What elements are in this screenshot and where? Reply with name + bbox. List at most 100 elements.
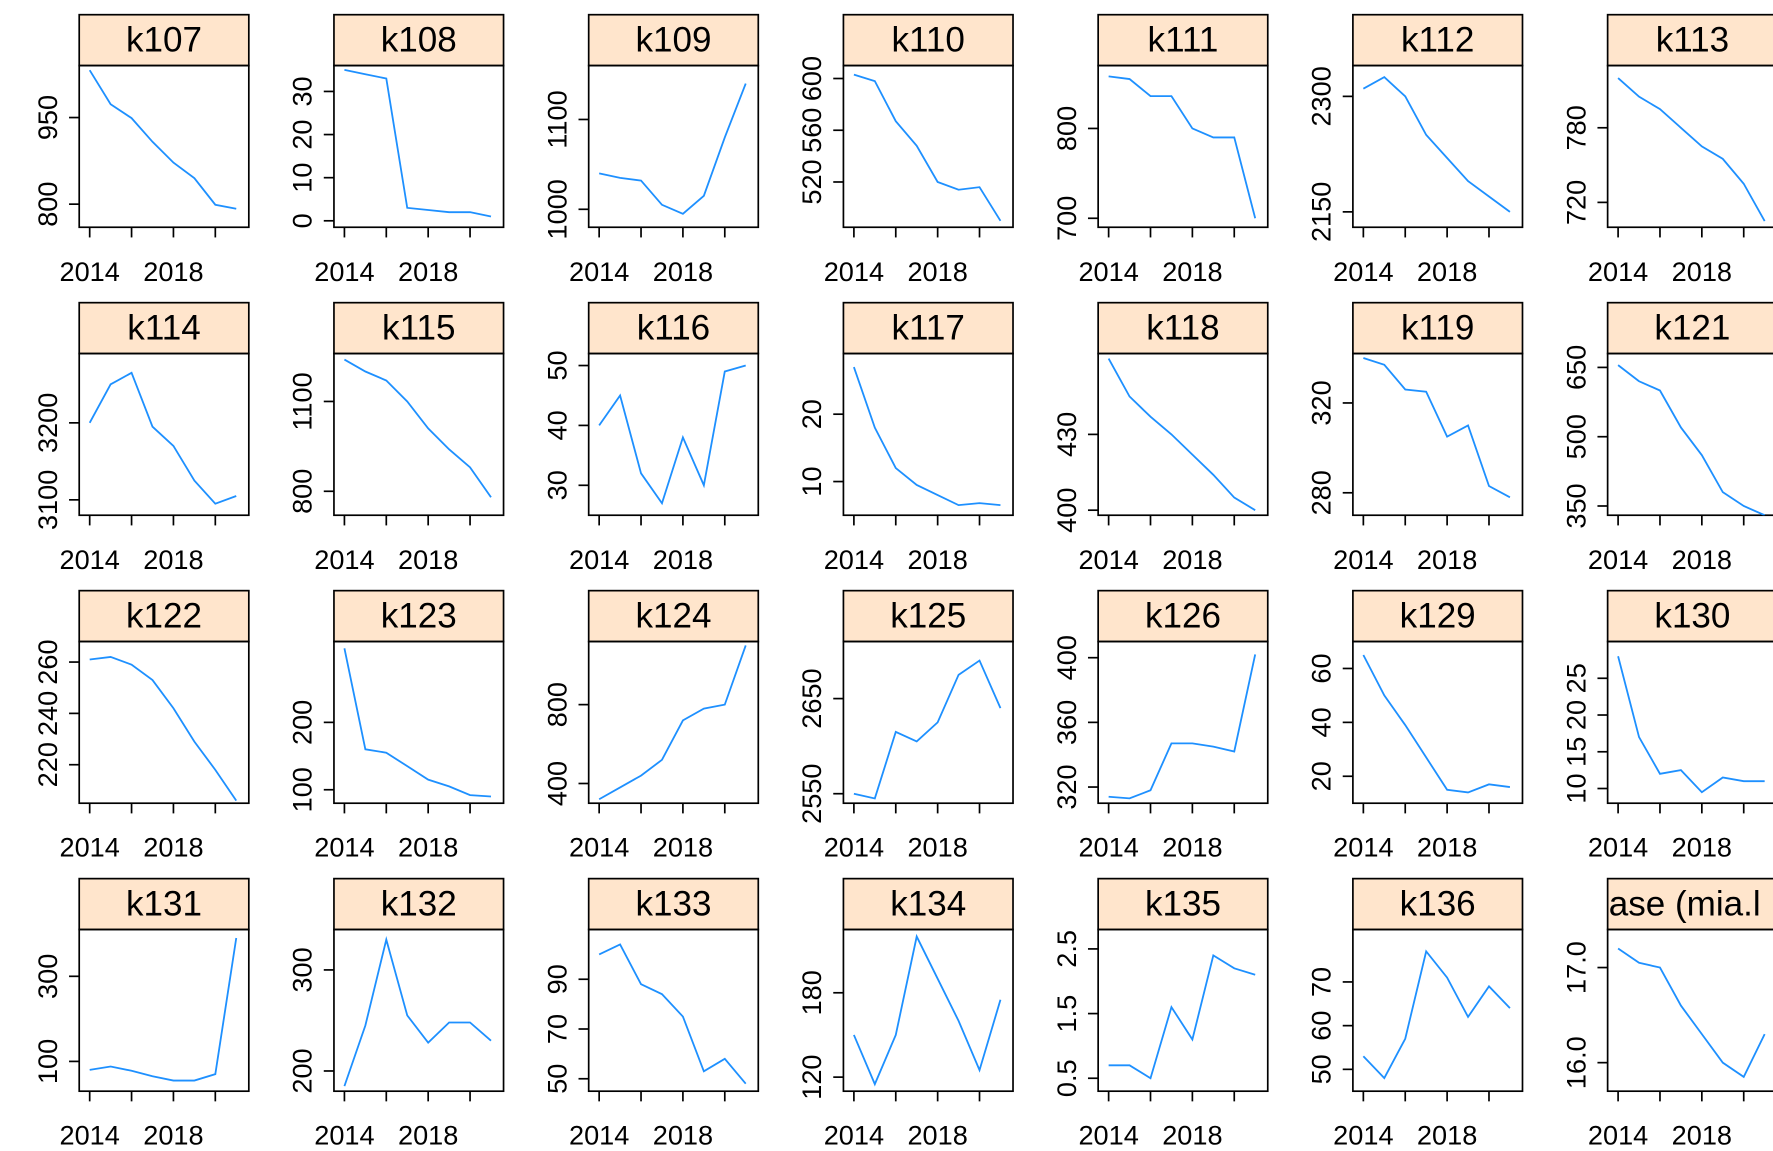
y-tick-label: 320: [1306, 380, 1337, 425]
plot-frame: [1097, 352, 1269, 517]
x-tick-label: 2014: [1333, 832, 1393, 863]
x-tick-label: 2014: [1333, 1120, 1393, 1151]
y-tick-label: 40: [1306, 707, 1337, 737]
panel: k132 200 300 2014 2018: [287, 877, 505, 1151]
strip: [333, 877, 505, 931]
panel: k123 100 200 2014 2018: [287, 589, 505, 863]
data-line: [853, 366, 1001, 507]
y-tick-label: 720: [1560, 180, 1591, 225]
data-line: [1617, 364, 1766, 516]
x-tick-label: 2018: [1672, 544, 1732, 575]
y-tick-label: 400: [1051, 488, 1082, 533]
y-tick-label: 400: [541, 761, 572, 806]
strip: [842, 13, 1014, 67]
strip: [1097, 301, 1269, 355]
y-tick-label: 650: [1560, 345, 1591, 390]
x-tick-label: 2018: [1417, 256, 1477, 287]
x-tick-label: 2014: [1588, 256, 1648, 287]
plot-frame: [587, 352, 760, 517]
strip: [1352, 877, 1524, 931]
panel: k126 320 360 400 2014 2018: [1051, 589, 1269, 863]
panel-title: k119: [1401, 309, 1474, 348]
panel: k111 700 800 2014 2018: [1051, 13, 1269, 287]
x-tick-label: 2014: [60, 832, 120, 863]
panel-title: k132: [381, 885, 457, 924]
strip: [333, 13, 505, 67]
y-tick-label: 2150: [1306, 182, 1337, 242]
plot-frame: [1352, 64, 1524, 229]
x-tick-label: 2014: [1588, 544, 1648, 575]
x-tick-label: 2018: [1417, 1120, 1477, 1151]
strip: [1097, 877, 1269, 931]
x-tick-label: 2014: [1588, 832, 1648, 863]
y-tick-label: 180: [796, 970, 827, 1015]
panel: k124 400 800 2014 2018: [541, 589, 760, 863]
strip: [78, 877, 250, 931]
panel: k113 720 780 2014 2018: [1560, 13, 1773, 287]
panel: k131 100 300 2014 2018: [32, 877, 250, 1151]
x-tick-label: 2014: [1333, 544, 1393, 575]
y-tick-label: 50: [541, 350, 572, 380]
x-tick-label: 2018: [1417, 832, 1477, 863]
y-tick-label: 1.5: [1051, 995, 1082, 1033]
panel: k135 0.5 1.5 2.5 2014 2018: [1051, 877, 1269, 1151]
plot-frame: [1352, 640, 1524, 805]
y-tick-label: 360: [1051, 700, 1082, 745]
x-tick-label: 2018: [907, 1120, 967, 1151]
data-line: [1108, 75, 1257, 219]
x-tick-label: 2018: [653, 544, 713, 575]
y-tick-label: 1000: [541, 179, 572, 239]
data-line: [598, 83, 747, 215]
x-tick-label: 2014: [60, 256, 120, 287]
plot-frame: [1606, 640, 1773, 805]
x-tick-label: 2014: [1333, 256, 1393, 287]
y-tick-label: 950: [32, 95, 63, 140]
y-tick-label: 430: [1051, 412, 1082, 457]
data-line: [1363, 357, 1511, 499]
data-line: [853, 659, 1002, 800]
panel: k110 520 560 600 2014 2018: [796, 13, 1014, 287]
plot-frame: [333, 64, 505, 229]
data-line: [88, 69, 237, 210]
y-tick-label: 3200: [32, 393, 63, 453]
data-line: [343, 936, 492, 1087]
x-tick-label: 2018: [1672, 832, 1732, 863]
y-tick-label: 25: [1560, 663, 1591, 693]
x-tick-label: 2018: [398, 544, 458, 575]
panel-title: k111: [1148, 21, 1219, 60]
y-tick-label: 500: [1560, 414, 1591, 459]
panel-title: k116: [637, 309, 710, 348]
x-tick-label: 2018: [653, 1120, 713, 1151]
panel-title: k115: [382, 309, 455, 348]
data-line: [598, 943, 747, 1085]
strip: [842, 589, 1014, 643]
x-tick-label: 2014: [824, 832, 884, 863]
y-tick-label: 20: [796, 399, 827, 429]
y-tick-label: 800: [287, 469, 318, 514]
panel-title: k133: [635, 885, 711, 924]
y-tick-label: 220: [32, 742, 63, 787]
x-tick-label: 2014: [1588, 1120, 1648, 1151]
panel: k136 50 60 70 2014 2018: [1306, 877, 1524, 1151]
y-tick-label: 10: [796, 466, 827, 496]
y-tick-label: 16.0: [1560, 1036, 1591, 1089]
x-tick-label: 2014: [314, 544, 374, 575]
y-tick-label: 260: [32, 639, 63, 684]
strip: [587, 589, 760, 643]
x-tick-label: 2018: [1162, 1120, 1222, 1151]
plot-frame: [1606, 64, 1773, 229]
data-line: [1617, 656, 1765, 794]
y-tick-label: 0: [287, 213, 318, 228]
y-tick-label: 300: [32, 954, 63, 999]
panel-title: k123: [381, 597, 457, 636]
panel-title: k112: [1401, 21, 1474, 60]
plot-frame: [1606, 352, 1773, 517]
y-tick-label: 800: [541, 682, 572, 727]
x-tick-label: 2018: [1162, 544, 1222, 575]
y-tick-label: 70: [541, 1014, 572, 1044]
panel: k114 3100 3200 2014 2018: [32, 301, 250, 575]
strip: [842, 301, 1014, 355]
y-tick-label: 520: [796, 159, 827, 204]
panel-title: k107: [126, 21, 202, 60]
x-tick-label: 2014: [1078, 256, 1138, 287]
